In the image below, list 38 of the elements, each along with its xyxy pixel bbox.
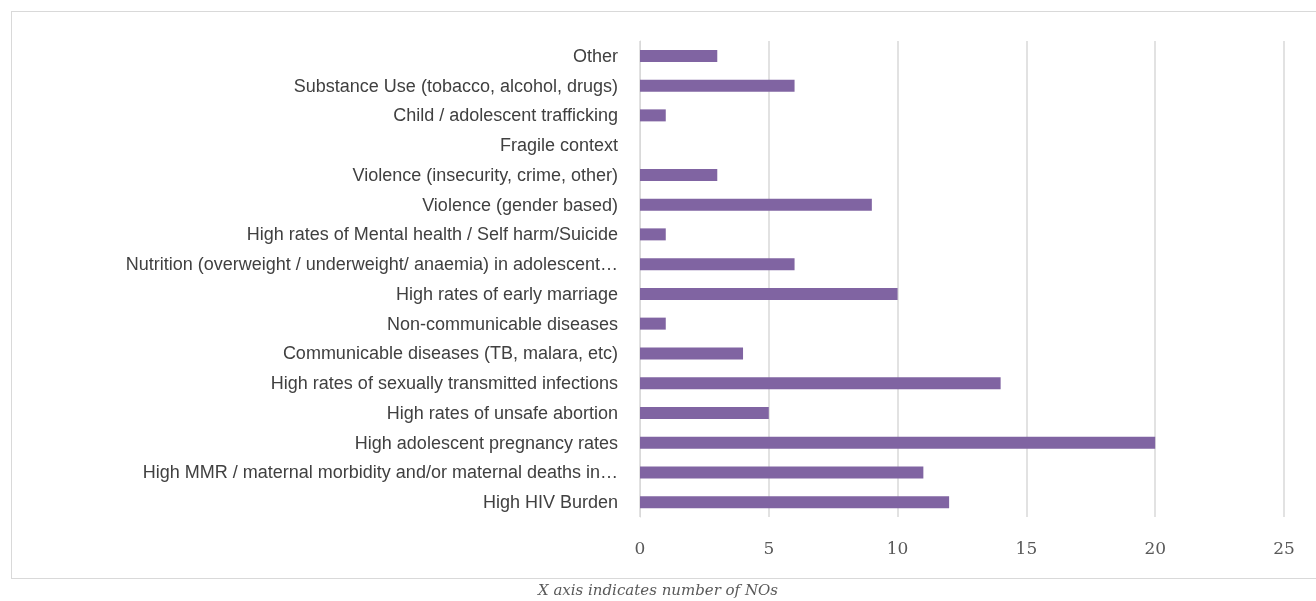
x-tick-label: 5 [763, 537, 775, 558]
bar [640, 198, 872, 211]
bar [640, 347, 744, 360]
y-tick-label: High rates of sexually transmitted infections [270, 373, 618, 394]
bar [640, 466, 924, 479]
x-tick-label: 25 [1273, 537, 1295, 558]
bar [640, 49, 718, 62]
bar [640, 109, 666, 122]
y-tick-label: High rates of early marriage [395, 283, 618, 304]
bar [640, 406, 769, 419]
x-tick-label: 0 [634, 537, 646, 558]
bar [640, 377, 1001, 390]
y-tick-label: Violence (gender based) [422, 194, 618, 215]
bar [640, 168, 718, 181]
bar [640, 496, 950, 509]
y-tick-label: Child / adolescent trafficking [393, 105, 618, 126]
x-tick-label: 20 [1144, 537, 1167, 558]
y-tick-label: Other [572, 45, 618, 66]
bar [640, 317, 666, 330]
x-tick-label: 10 [886, 537, 909, 558]
y-tick-label: High MMR / maternal morbidity and/or maternal deaths in… [142, 462, 618, 483]
y-tick-label: High rates of Mental health / Self harm/Suicide [246, 224, 618, 245]
bar [640, 79, 795, 92]
x-tick-label: 15 [1015, 537, 1038, 558]
bar [640, 287, 898, 300]
y-tick-label: Fragile context [499, 135, 618, 156]
text: X axis indicates number of NOs [536, 580, 779, 599]
bar [640, 258, 795, 271]
y-tick-label: Non-communicable diseases [386, 313, 618, 334]
y-tick-label: High HIV Burden [482, 492, 618, 513]
bar [640, 436, 1156, 449]
y-tick-label: Violence (insecurity, crime, other) [352, 164, 618, 185]
y-tick-label: Substance Use (tobacco, alcohol, drugs) [293, 75, 618, 96]
y-tick-label: High adolescent pregnancy rates [354, 432, 618, 453]
y-tick-label: Nutrition (overweight / underweight/ anaemia) in adolescent… [125, 254, 618, 275]
y-tick-label: Communicable diseases (TB, malara, etc) [282, 343, 618, 364]
y-tick-label: High rates of unsafe abortion [386, 402, 618, 423]
bar [640, 228, 666, 241]
